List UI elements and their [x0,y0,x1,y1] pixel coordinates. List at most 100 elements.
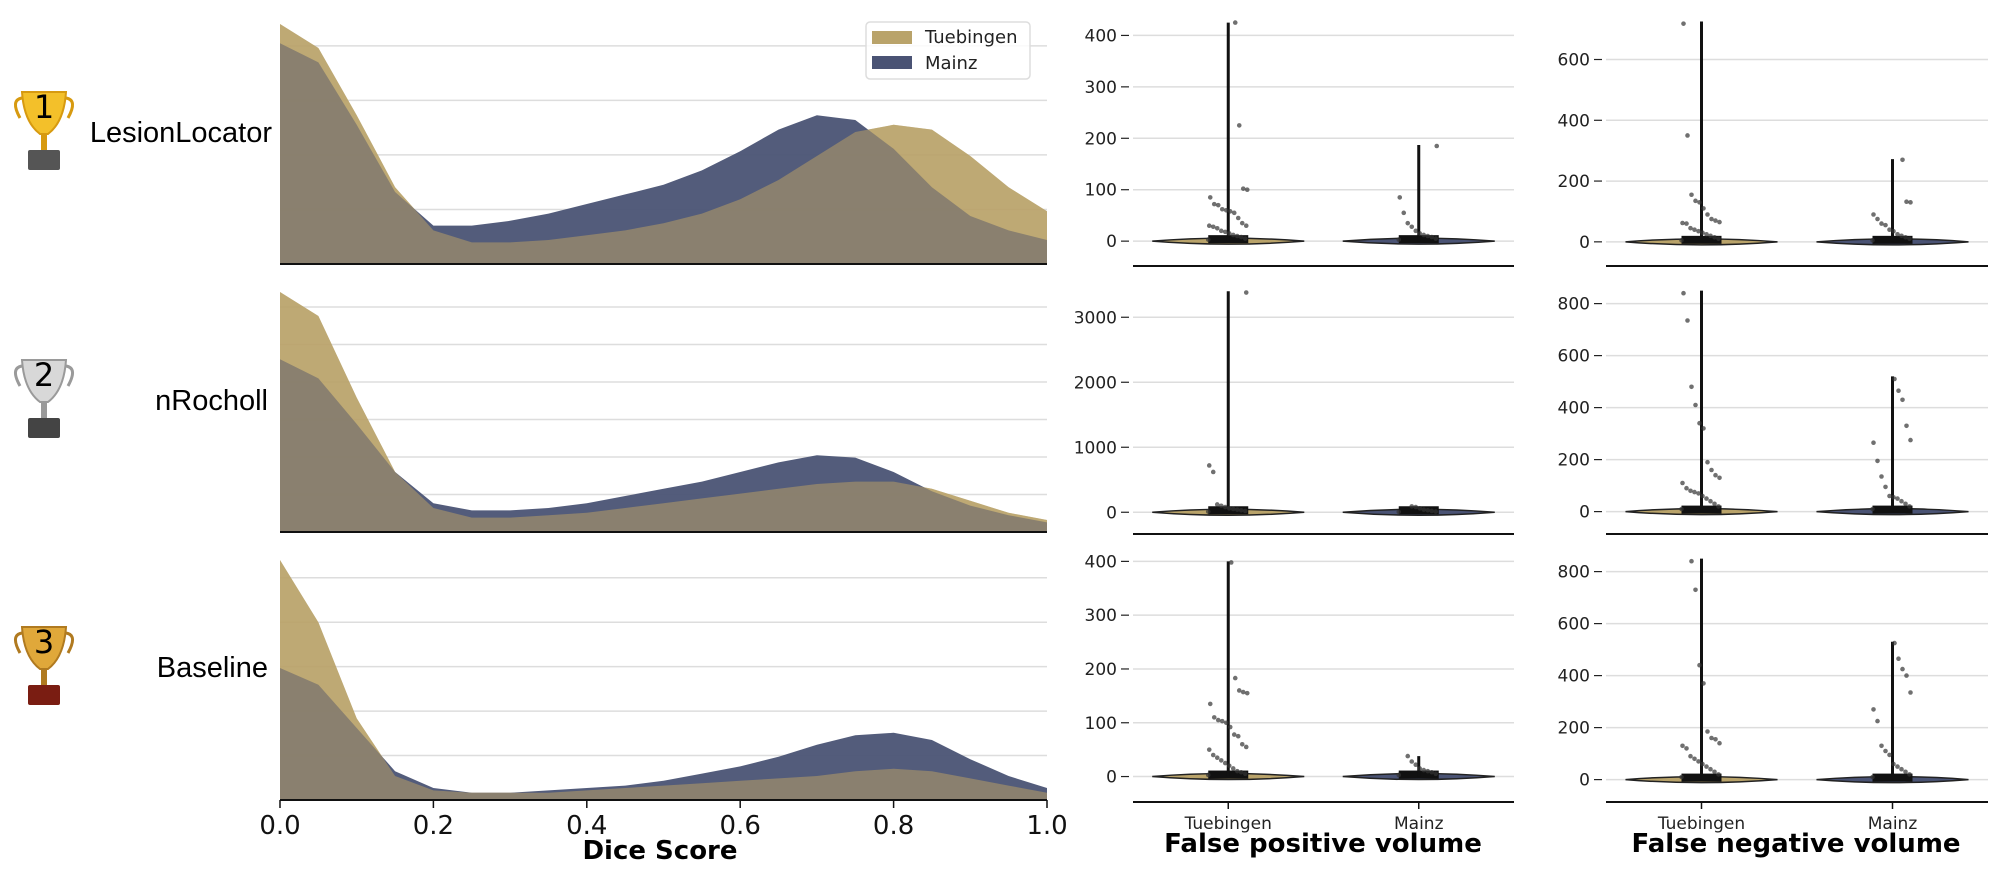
data-point [1693,198,1698,204]
data-point [1871,212,1876,217]
data-point [1907,236,1912,242]
data-point [1684,221,1689,226]
trophy-handle-left [14,364,23,387]
y-tick-label: 600 [1558,51,1590,71]
legend-swatch-mainz [872,56,912,69]
data-point [1709,467,1714,473]
data-point [1211,201,1217,207]
data-point [1892,640,1897,646]
data-point [1219,718,1225,724]
data-point [1879,474,1884,479]
data-point [1228,560,1234,565]
data-point [1717,740,1722,746]
data-point [1207,195,1213,200]
y-tick-label: 1000 [1074,438,1117,458]
y-tick-label: 0 [1579,503,1590,523]
data-point [1708,766,1713,772]
data-point [1704,496,1709,501]
data-point [1685,133,1690,138]
data-point [1688,225,1693,231]
data-point [1689,558,1694,564]
data-point [1899,233,1904,239]
data-point [1697,420,1702,426]
data-point [1409,224,1415,230]
data-point [1207,701,1213,707]
data-point [1222,504,1228,510]
data-point [1222,229,1228,235]
data-point [1409,759,1415,764]
data-point [1417,766,1423,771]
data-point [1425,508,1431,513]
data-point [1417,231,1423,236]
data-point [1879,743,1884,749]
data-point [1210,469,1216,475]
data-point [1713,472,1718,478]
y-tick-label: 400 [1558,399,1590,419]
data-point [1429,234,1435,240]
data-point [1875,216,1880,222]
data-point [1908,437,1913,443]
data-point [1215,202,1221,208]
x-tick-label: 0.6 [720,811,761,841]
y-tick-label: 2000 [1074,373,1117,393]
data-point [1234,233,1240,239]
trophy-stem [41,669,47,685]
data-point [1230,506,1236,512]
data-point [1870,238,1875,243]
x-tick-label: Mainz [1868,814,1918,834]
data-point [1205,509,1211,514]
data-point [1413,504,1419,510]
y-tick-label: 0 [1106,503,1117,523]
data-point [1696,228,1701,234]
data-point [1425,768,1431,774]
data-point [1214,502,1220,507]
x-tick-label: Tuebingen [1184,814,1272,834]
data-point [1903,501,1908,507]
y-tick-label: 400 [1085,552,1117,572]
data-point [1875,458,1880,464]
data-point [1704,764,1709,769]
data-point [1904,673,1909,678]
data-point [1892,376,1897,382]
data-point [1205,772,1211,778]
data-point [1244,690,1250,696]
legend-swatch-tuebingen [872,31,912,44]
data-point [1908,690,1913,695]
data-point [1704,231,1709,237]
data-point [1696,759,1701,764]
data-point [1236,123,1242,128]
data-point [1230,766,1236,771]
data-point [1232,675,1238,681]
data-point [1713,218,1718,223]
legend: Tuebingen Mainz [865,21,1031,80]
data-point [1685,318,1690,323]
data-point [1700,230,1705,236]
data-point [1232,20,1238,25]
data-point [1708,498,1713,504]
trophy-handle-left [14,96,23,119]
y-tick-label: 200 [1558,451,1590,471]
data-point [1679,506,1684,512]
trophy-cup [20,91,68,135]
bronze-trophy-icon: 3 [14,623,74,705]
data-point [1883,484,1888,490]
data-point [1206,223,1212,229]
false-negative-panels: 0 200 400 600 0 200 400 600 800 0 200 400 600 800 Tueb… [1558,21,1988,834]
data-point [1693,402,1698,408]
kde-area-tuebingen-overlay [280,24,1047,264]
fn-panel-baseline: 0 200 400 600 800 Tuebingen Mainz [1558,558,1988,834]
silver-trophy-icon: 2 [14,356,74,438]
y-tick-label: 800 [1558,563,1590,583]
data-point [1413,762,1419,768]
data-point [1903,769,1908,775]
data-point [1434,143,1440,149]
kde-panel-nrocholl [280,292,1047,533]
data-point [1219,206,1225,212]
data-point [1239,220,1245,226]
data-point [1871,440,1876,446]
data-point [1712,234,1717,240]
trophy-base [28,418,60,438]
data-point [1227,724,1233,730]
data-point [1712,769,1717,775]
